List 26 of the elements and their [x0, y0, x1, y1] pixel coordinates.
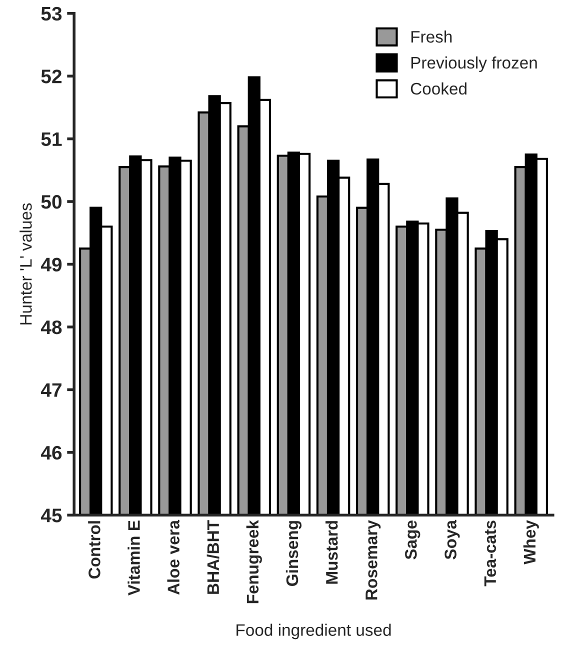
y-tick-label: 51: [41, 132, 62, 146]
legend-label: Fresh: [411, 30, 452, 43]
legend-label: Cooked: [410, 82, 466, 95]
x-tick-label: Fenugreek: [246, 520, 262, 604]
y-axis-title: Hunter 'L' values: [20, 203, 32, 324]
legend-label: Previously frozen: [411, 56, 537, 72]
x-tick-label: Sage: [405, 520, 420, 560]
x-tick-label: Whey: [523, 520, 539, 564]
x-tick-label: Rosemary: [366, 520, 381, 600]
x-axis-title: Food ingredient used: [236, 624, 391, 640]
x-tick-label: Ginseng: [286, 521, 302, 586]
y-tick-label: 48: [40, 320, 62, 334]
y-tick-label: 45: [40, 508, 62, 522]
y-tick-label: 52: [41, 70, 62, 84]
y-tick-label: 49: [40, 258, 62, 272]
x-tick-label: Aloe vera: [167, 520, 180, 595]
x-tick-label: Soya: [444, 520, 460, 560]
x-tick-label: Control: [88, 521, 100, 579]
x-tick-label: Mustard: [326, 521, 338, 584]
x-tick-label: BHA/BHT: [206, 520, 220, 594]
y-tick-label: 50: [41, 195, 62, 209]
x-tick-label: Tea-cats: [484, 520, 496, 586]
y-tick-label: 47: [40, 383, 62, 397]
y-tick-label: 46: [40, 446, 62, 460]
y-tick-label: 53: [41, 6, 62, 21]
x-tick-label: Vitamin E: [128, 520, 140, 596]
